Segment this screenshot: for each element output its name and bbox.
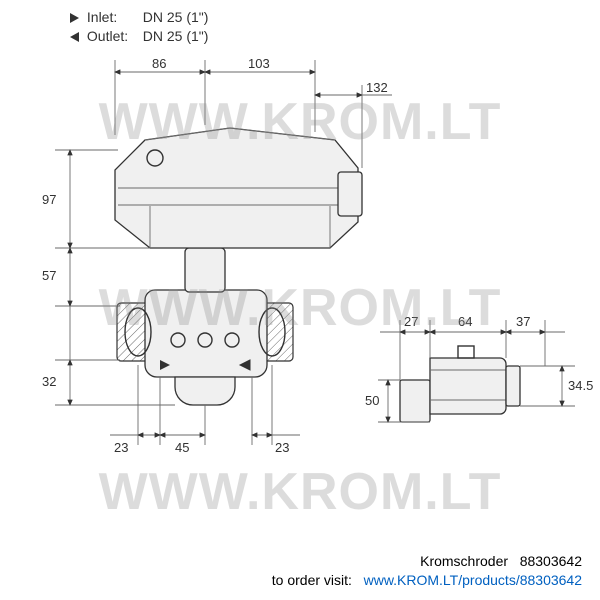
dim-top-left: 86	[152, 56, 166, 71]
aux-solenoid-view	[400, 346, 520, 422]
dim-aux-top-mid: 64	[458, 314, 472, 329]
dim-left-lower: 32	[42, 374, 56, 389]
main-valve-body	[117, 290, 293, 405]
order-prefix: to order visit:	[272, 572, 352, 588]
dim-left-mid: 57	[42, 268, 56, 283]
dim-bottom-left: 23	[114, 440, 128, 455]
order-url[interactable]: www.KROM.LT/products/88303642	[364, 572, 582, 588]
dim-aux-left-height: 50	[365, 393, 379, 408]
brand-name: Kromschroder	[420, 553, 508, 569]
dim-aux-top-left: 27	[404, 314, 418, 329]
dim-left-upper: 97	[42, 192, 56, 207]
dim-top-mid: 103	[248, 56, 270, 71]
dim-bottom-right: 23	[275, 440, 289, 455]
drawing-canvas: Inlet: DN 25 (1") Outlet: DN 25 (1")	[0, 0, 600, 600]
dim-aux-top-right: 37	[516, 314, 530, 329]
footer-line1: Kromschroder 88303642	[0, 552, 582, 571]
part-number: 88303642	[520, 553, 582, 569]
technical-drawing	[0, 0, 600, 600]
actuator-neck	[185, 248, 225, 292]
actuator-housing	[115, 128, 362, 248]
dim-bottom-mid: 45	[175, 440, 189, 455]
footer: Kromschroder 88303642 to order visit: ww…	[0, 552, 600, 590]
dim-aux-right-height: 34.5	[568, 378, 593, 393]
footer-line2: to order visit: www.KROM.LT/products/883…	[0, 571, 582, 590]
dim-top-right: 132	[366, 80, 388, 95]
